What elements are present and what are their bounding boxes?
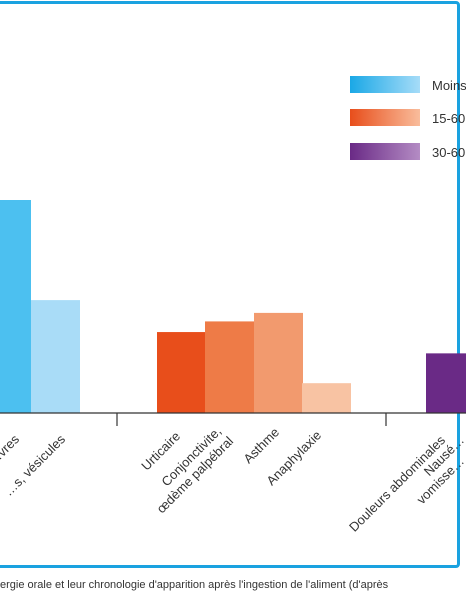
x-axis bbox=[0, 412, 466, 426]
chart-frame bbox=[0, 1, 460, 568]
bar-3 bbox=[205, 321, 254, 413]
tick-label-4: Asthme bbox=[240, 425, 282, 467]
legend-swatch-0 bbox=[350, 76, 420, 93]
x-tick-labels: …vres…s, vésicules UrticaireConjonctivite… bbox=[0, 424, 466, 535]
legend-swatch-2 bbox=[350, 143, 420, 160]
bar-4 bbox=[254, 312, 303, 413]
tick-label-0: …vres bbox=[0, 431, 22, 469]
bars-layer bbox=[0, 200, 466, 413]
bar-0 bbox=[0, 200, 31, 413]
legend: Moins 15-60 30-60 bbox=[350, 76, 466, 160]
legend-label-2: 30-60 bbox=[432, 145, 465, 160]
legend-swatch-1 bbox=[350, 109, 420, 126]
bar-chart: …vres…s, vésicules UrticaireConjonctivite… bbox=[0, 76, 466, 535]
bar-2 bbox=[157, 332, 206, 413]
figure-caption: ergie orale et leur chronologie d'appari… bbox=[0, 579, 389, 591]
legend-label-1: 15-60 bbox=[432, 111, 465, 126]
legend-label-0: Moins bbox=[432, 78, 466, 93]
bar-1 bbox=[31, 300, 80, 413]
bar-5 bbox=[302, 383, 351, 413]
bar-6 bbox=[426, 353, 466, 413]
